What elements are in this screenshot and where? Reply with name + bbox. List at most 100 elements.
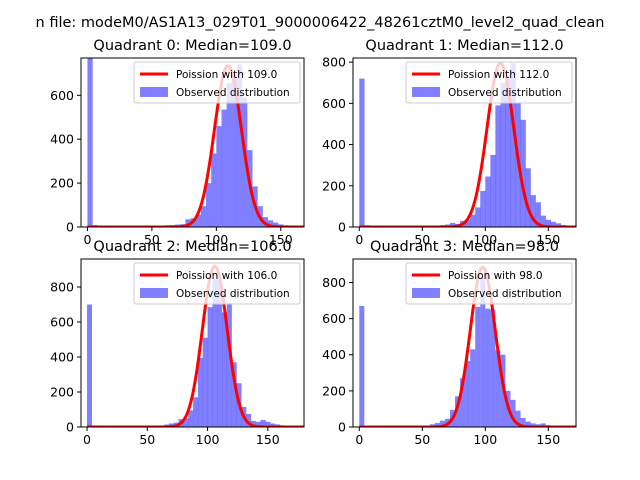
histogram-bar bbox=[510, 63, 516, 227]
axes-frame bbox=[80, 57, 305, 228]
histogram-bar bbox=[480, 190, 486, 227]
subplot-quadrant-3: 0 50 100 150 0 200 400 600 800 Quadrant 3: Median… bbox=[322, 239, 577, 447]
histogram-bar bbox=[470, 214, 476, 227]
histogram-bar bbox=[185, 219, 191, 227]
histogram-bar bbox=[480, 277, 486, 427]
x-tick-label: 0 bbox=[355, 232, 363, 247]
histogram-bar bbox=[510, 399, 516, 427]
y-tick-label: 800 bbox=[322, 55, 346, 70]
y-tick-label: 600 bbox=[50, 88, 74, 103]
legend-observed-label: Observed distribution bbox=[448, 87, 562, 99]
histogram-bar bbox=[525, 168, 531, 227]
x-tick-label: 150 bbox=[256, 432, 280, 447]
x-tick-label: 100 bbox=[204, 232, 228, 247]
histogram-bar bbox=[540, 215, 546, 227]
histogram-bar bbox=[545, 219, 551, 227]
subplot-quadrant-0: 0 50 100 150 0 200 400 600 Quadrant 0: Median=10… bbox=[50, 38, 305, 247]
histogram-bar bbox=[485, 308, 491, 427]
histogram-bar bbox=[211, 153, 217, 227]
histogram-bar bbox=[359, 305, 365, 427]
subplot-title: Quadrant 1: Median=112.0 bbox=[365, 38, 563, 54]
legend-poisson-label: Poission with 112.0 bbox=[448, 69, 549, 81]
x-tick-label: 0 bbox=[83, 232, 91, 247]
histogram-bar bbox=[188, 410, 194, 427]
histogram-bar bbox=[193, 397, 199, 427]
histogram-bar bbox=[455, 396, 461, 427]
histogram-bar bbox=[222, 312, 228, 427]
histogram-bar bbox=[270, 423, 276, 427]
histogram-bar bbox=[216, 126, 222, 227]
legend: Poission with 106.0 Observed distribution bbox=[133, 262, 301, 305]
legend-box bbox=[133, 262, 301, 305]
histogram-bar bbox=[231, 362, 237, 427]
histogram-bar bbox=[475, 306, 481, 427]
y-tick-label: 800 bbox=[50, 280, 74, 295]
subplot-quadrant-1: 0 50 100 150 0 200 400 600 800 Quadrant 1: Median… bbox=[322, 38, 577, 247]
histogram-bar bbox=[267, 220, 274, 227]
histogram-bar bbox=[236, 64, 243, 227]
x-tick-label: 150 bbox=[269, 232, 293, 247]
histogram-bar bbox=[555, 223, 562, 227]
histogram-bar bbox=[246, 413, 252, 427]
histogram-bar bbox=[255, 421, 261, 427]
y-tick-label: 200 bbox=[322, 178, 346, 193]
legend-poisson-label: Poission with 109.0 bbox=[176, 69, 277, 81]
histogram-bar bbox=[217, 280, 223, 427]
histogram-bar bbox=[87, 304, 93, 427]
legend-observed-swatch bbox=[412, 288, 440, 298]
y-tick-label: 0 bbox=[338, 220, 346, 235]
histogram-bar bbox=[197, 357, 203, 427]
histogram-bar bbox=[273, 222, 279, 227]
histogram-bar bbox=[530, 195, 536, 227]
histogram-bar bbox=[226, 302, 232, 427]
histogram-bar bbox=[490, 154, 496, 227]
x-tick-label: 100 bbox=[473, 432, 497, 447]
histogram-bar bbox=[495, 105, 501, 227]
histogram-bar bbox=[202, 337, 208, 427]
histogram-bar bbox=[520, 417, 526, 427]
histogram-bar bbox=[231, 74, 238, 227]
histogram-bar bbox=[525, 421, 531, 427]
x-tick-label: 100 bbox=[473, 232, 497, 247]
histogram-bar bbox=[505, 74, 511, 227]
plot-area bbox=[358, 61, 576, 227]
y-tick-label: 600 bbox=[322, 311, 346, 326]
plot-area bbox=[86, 58, 304, 227]
axes-frame bbox=[352, 258, 577, 428]
histogram-bar bbox=[359, 78, 365, 227]
histogram-bar bbox=[212, 279, 218, 427]
histogram-bar bbox=[434, 423, 440, 427]
poisson-curve bbox=[86, 64, 304, 227]
histogram-bar bbox=[495, 350, 501, 427]
y-tick-label: 0 bbox=[66, 420, 74, 435]
y-tick-label: 400 bbox=[50, 350, 74, 365]
subplot-title: Quadrant 0: Median=109.0 bbox=[93, 38, 291, 54]
legend: Poission with 112.0 Observed distribution bbox=[405, 61, 573, 104]
histogram-bar bbox=[535, 202, 541, 227]
histogram-bar bbox=[530, 423, 536, 427]
histogram-bar bbox=[226, 83, 232, 227]
y-tick-label: 400 bbox=[322, 347, 346, 362]
histogram-bar bbox=[460, 378, 466, 427]
histogram-bar bbox=[195, 214, 201, 227]
legend-box bbox=[133, 61, 301, 104]
y-tick-label: 200 bbox=[50, 385, 74, 400]
histogram-bar bbox=[515, 410, 521, 427]
subplot-quadrant-2: 0 50 100 150 0 200 400 600 800 Quadrant 2: Median… bbox=[50, 239, 305, 447]
x-tick-label: 50 bbox=[414, 232, 430, 247]
histogram-bar bbox=[206, 183, 212, 227]
subplot-title: Quadrant 2: Median=106.0 bbox=[93, 239, 291, 255]
histogram-bar bbox=[221, 109, 227, 227]
legend-observed-swatch bbox=[412, 87, 440, 97]
figure-suptitle: n file: modeM0/AS1A13_029T01_9000006422_… bbox=[36, 15, 605, 31]
subplot-title: Quadrant 3: Median=98.0 bbox=[370, 239, 559, 255]
x-tick-label: 50 bbox=[144, 232, 160, 247]
legend-observed-swatch bbox=[140, 288, 168, 298]
x-tick-label: 50 bbox=[139, 432, 155, 447]
y-tick-label: 600 bbox=[322, 96, 346, 111]
histogram-bar bbox=[550, 221, 557, 227]
x-tick-label: 0 bbox=[83, 432, 91, 447]
legend: Poission with 109.0 Observed distribution bbox=[133, 61, 301, 104]
x-tick-label: 150 bbox=[536, 232, 560, 247]
